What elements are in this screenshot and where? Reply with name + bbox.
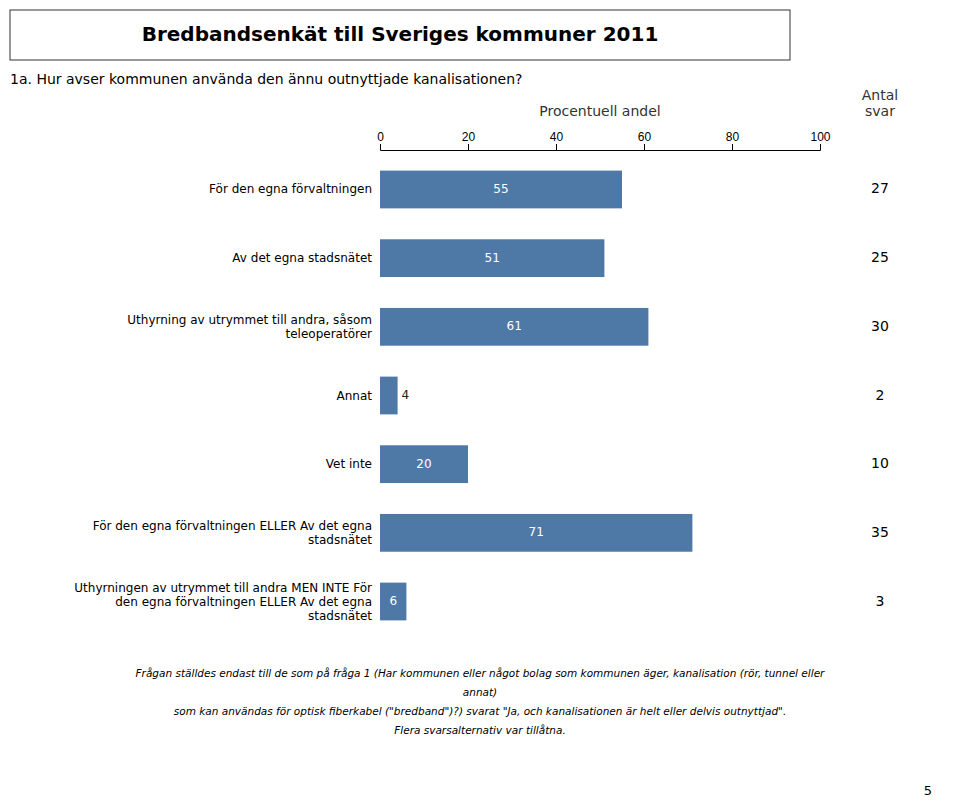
antal-label: 35 <box>871 524 889 540</box>
tick: 0 <box>377 130 384 150</box>
antal-label: 30 <box>871 318 889 334</box>
tick-mark <box>820 144 821 150</box>
tick-mark <box>380 144 381 150</box>
data-label: 71 <box>529 525 544 539</box>
bar <box>380 583 406 621</box>
tick-mark <box>556 144 557 150</box>
tick-label: 0 <box>377 130 384 144</box>
axis-line <box>381 144 821 151</box>
bar <box>380 514 692 552</box>
plot: 0 20 40 60 80 100 55 51 61 4 20 71 6 <box>377 130 831 620</box>
footnotes: Frågan ställdes endast till de som på fr… <box>136 667 826 736</box>
tick-label: 100 <box>810 130 830 144</box>
subtitle: 1a. Hur avser kommunen använda den ännu … <box>10 71 522 87</box>
data-label: 61 <box>507 319 522 333</box>
footnote: som kan användas för optisk fiberkabel (… <box>174 705 786 717</box>
tick-label: 20 <box>462 130 476 144</box>
category-label: Uthyrning av utrymmet till andra, såsomt… <box>127 312 372 340</box>
antal-label: 27 <box>871 180 889 196</box>
tick-mark <box>468 144 469 150</box>
footnote: Frågan ställdes endast till de som på fr… <box>136 667 826 679</box>
chart: Bredbandsenkät till Sveriges kommuner 20… <box>0 0 960 811</box>
tick: 40 <box>550 130 564 150</box>
category-label: Uthyrningen av utrymmet till andra MEN I… <box>74 580 372 622</box>
page-number: 5 <box>924 783 932 798</box>
column-header: Antalsvar <box>862 87 898 119</box>
bar <box>380 445 468 483</box>
title: Bredbandsenkät till Sveriges kommuner 20… <box>142 22 659 46</box>
category-label: Vet inte <box>326 457 372 471</box>
category-labels: För den egna förvaltningen Av det egna st… <box>74 182 372 622</box>
tick-mark <box>732 144 733 150</box>
data-label: 6 <box>389 594 397 608</box>
bar <box>380 239 604 277</box>
footnote: Flera svarsalternativ var tillåtna. <box>394 724 565 736</box>
data-labels: 55 51 61 4 20 71 6 <box>389 182 543 608</box>
tick: 20 <box>462 130 476 150</box>
x-axis: 0 20 40 60 80 100 <box>377 130 831 151</box>
footnote: annat) <box>463 686 497 698</box>
tick-label: 80 <box>726 130 740 144</box>
data-label: 4 <box>402 388 410 402</box>
antal-label: 3 <box>876 593 885 609</box>
bar <box>380 171 622 209</box>
category-label: Annat <box>337 388 373 402</box>
antal-labels: 27 25 30 2 10 35 3 <box>871 180 889 608</box>
category-label: Av det egna stadsnätet <box>232 251 372 265</box>
tick: 60 <box>638 130 652 150</box>
category-label: För den egna förvaltningen ELLER Av det … <box>93 518 373 546</box>
antal-label: 25 <box>871 249 889 265</box>
bar <box>380 377 398 415</box>
column-header: Procentuell andel <box>539 103 660 119</box>
bar <box>380 308 648 346</box>
antal-label: 2 <box>876 387 885 403</box>
title-box <box>10 10 790 60</box>
category-label: För den egna förvaltningen <box>209 182 372 196</box>
tick-label: 40 <box>550 130 564 144</box>
data-label: 51 <box>485 251 500 265</box>
tick-mark <box>644 144 645 150</box>
data-label: 20 <box>416 457 431 471</box>
antal-label: 10 <box>871 455 889 471</box>
tick-label: 60 <box>638 130 652 144</box>
data-label: 55 <box>493 182 508 196</box>
bars <box>380 171 692 621</box>
tick: 100 <box>810 130 830 150</box>
tick: 80 <box>726 130 740 150</box>
